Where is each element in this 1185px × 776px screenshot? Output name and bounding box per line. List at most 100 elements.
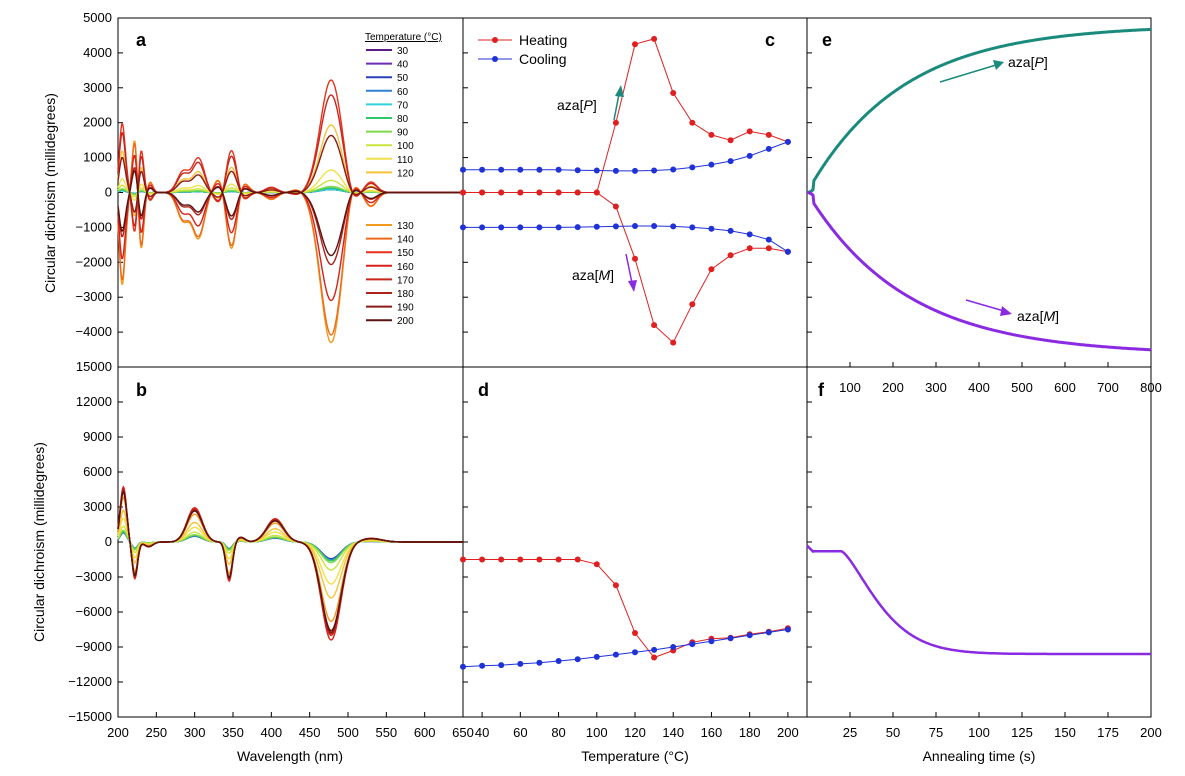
annotation-e-M-open: [ — [1040, 308, 1044, 324]
annotation-e-P-base: aza — [1008, 54, 1031, 70]
legend-label-170: 170 — [397, 275, 414, 286]
legend-label-70: 70 — [397, 100, 409, 111]
data-point — [670, 166, 677, 173]
annotation-c-M: aza[M] — [572, 253, 637, 292]
x-tick-label-time: 25 — [843, 725, 857, 740]
x-tick-label-wavelength: 450 — [299, 725, 321, 740]
spectrum-line-200 — [117, 170, 463, 257]
series-line-cooling-p — [463, 141, 789, 172]
annotation-e-M: aza[M] — [965, 299, 1059, 324]
data-point — [574, 224, 581, 231]
legend-label-100: 100 — [397, 141, 414, 152]
data-point — [536, 166, 543, 173]
legend-label-40: 40 — [397, 60, 409, 71]
data-point — [727, 635, 734, 642]
y-tick-label: −6000 — [75, 604, 112, 619]
annotation-c-P-close: ] — [593, 97, 597, 113]
annotation-c-M-letter: M — [598, 267, 610, 283]
data-point — [479, 556, 486, 563]
y-tick-label: 2000 — [83, 115, 112, 130]
data-point — [498, 189, 505, 196]
data-point — [765, 245, 772, 252]
data-point — [632, 167, 638, 174]
data-point — [708, 638, 715, 645]
series-line-cooling — [462, 629, 788, 668]
axis-ticks: −4000−3000−2000−100001000200030004000500… — [68, 10, 1162, 740]
data-point — [555, 224, 562, 231]
data-point — [651, 646, 658, 653]
x-tick-label-temperature: 180 — [739, 725, 761, 740]
data-point — [574, 189, 581, 196]
data-point — [689, 119, 696, 126]
data-point — [479, 662, 486, 669]
data-point — [574, 556, 581, 563]
legend-label-190: 190 — [397, 303, 414, 314]
data-point — [555, 556, 562, 563]
annotation-e-P-open: [ — [1031, 54, 1035, 70]
x-tick-label-time: 125 — [1011, 725, 1033, 740]
legend-cooling-label: Cooling — [519, 51, 566, 67]
x-axis-title-wavelength: Wavelength (nm) — [237, 748, 343, 764]
legend-label-130: 130 — [397, 221, 414, 232]
x-tick-label-time-top: 200 — [882, 380, 904, 395]
spectrum-b-line-8 — [117, 517, 463, 585]
plot-data — [117, 27, 1152, 670]
data-point — [536, 224, 543, 231]
data-point — [593, 561, 600, 568]
data-point — [746, 128, 753, 135]
y-tick-label: 1000 — [83, 150, 112, 165]
x-tick-label-time-top: 100 — [839, 380, 861, 395]
data-point — [460, 556, 466, 563]
data-point — [555, 658, 562, 664]
spectrum-b-line-7 — [117, 525, 463, 571]
data-point — [689, 164, 696, 171]
annotation-c-P-text: aza[P] — [557, 97, 597, 113]
x-tick-label-temperature: 40 — [475, 725, 489, 740]
x-tick-label-temperature: 80 — [551, 725, 565, 740]
arrow-c-M-head — [628, 280, 637, 292]
arrow-e-P-shaft — [939, 64, 997, 83]
data-point — [651, 654, 658, 661]
data-point — [632, 649, 638, 656]
legend-label-90: 90 — [397, 128, 409, 139]
data-point — [479, 166, 486, 173]
arrow-e-P-head — [993, 60, 1004, 70]
x-tick-label-time: 100 — [968, 725, 990, 740]
data-point — [460, 663, 466, 670]
data-point — [670, 223, 677, 230]
data-point — [708, 266, 715, 273]
data-point — [498, 166, 505, 173]
spectrum-b-line-6 — [117, 529, 463, 564]
data-point — [765, 145, 772, 152]
arrow-c-P-shaft — [613, 93, 620, 121]
data-point — [746, 245, 753, 252]
data-point — [460, 189, 466, 196]
panel-f-frame — [806, 366, 1152, 718]
data-point — [746, 231, 753, 238]
y-tick-label: −2000 — [75, 254, 112, 269]
data-point — [479, 224, 486, 231]
data-point — [612, 119, 619, 126]
x-tick-label-time-top: 500 — [1011, 380, 1033, 395]
annotation-c-P: aza[P] — [557, 85, 624, 121]
spectrum-b-line-12 — [117, 487, 463, 637]
annotation-e-M-text: aza[M] — [1017, 308, 1059, 324]
data-point — [555, 189, 562, 196]
x-tick-label-time: 50 — [886, 725, 900, 740]
data-point — [708, 225, 715, 232]
spectrum-b-line-5 — [117, 530, 463, 562]
legend-label-80: 80 — [397, 114, 409, 125]
data-point — [593, 223, 600, 230]
arrow-c-M-shaft — [625, 253, 633, 284]
x-axis-title-temperature: Temperature (°C) — [581, 748, 689, 764]
arrow-c-P-head — [615, 85, 624, 97]
annotation-e-P: aza[P] — [939, 54, 1048, 83]
y-tick-label: −15000 — [68, 709, 112, 724]
spectrum-b-line-4 — [117, 530, 463, 562]
data-point — [651, 167, 658, 174]
data-point — [727, 252, 734, 259]
legend-label-150: 150 — [397, 248, 414, 259]
spectrum-b-line-9 — [117, 509, 463, 599]
panel-label-e: e — [822, 30, 832, 50]
x-tick-label-temperature: 160 — [701, 725, 723, 740]
